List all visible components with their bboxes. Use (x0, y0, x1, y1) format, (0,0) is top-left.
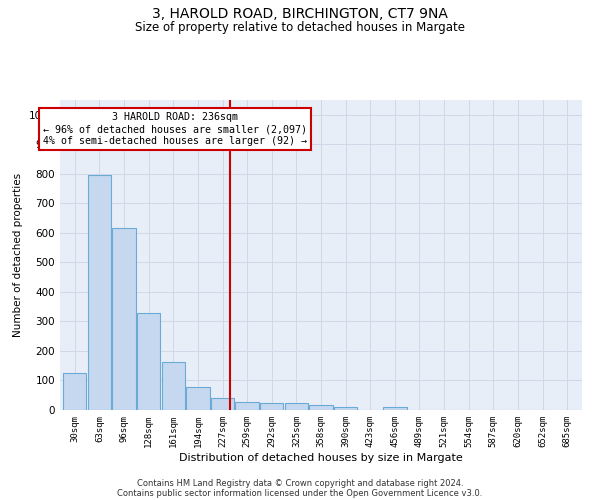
Text: Contains public sector information licensed under the Open Government Licence v3: Contains public sector information licen… (118, 488, 482, 498)
Bar (186, 387, 209, 410)
X-axis label: Distribution of detached houses by size in Margate: Distribution of detached houses by size … (179, 452, 463, 462)
Bar (260, 402, 283, 410)
Text: 3 HAROLD ROAD: 236sqm
← 96% of detached houses are smaller (2,097)
4% of semi-de: 3 HAROLD ROAD: 236sqm ← 96% of detached … (43, 112, 307, 146)
Bar (334, 407, 358, 410)
Text: 3, HAROLD ROAD, BIRCHINGTON, CT7 9NA: 3, HAROLD ROAD, BIRCHINGTON, CT7 9NA (152, 8, 448, 22)
Bar (137, 313, 160, 410)
Bar (284, 402, 308, 410)
Bar (63, 373, 86, 410)
Bar (88, 176, 111, 410)
Bar (235, 402, 259, 410)
Bar (310, 404, 332, 410)
Bar (112, 228, 136, 410)
Bar (383, 407, 407, 410)
Text: Contains HM Land Registry data © Crown copyright and database right 2024.: Contains HM Land Registry data © Crown c… (137, 478, 463, 488)
Bar (211, 398, 234, 410)
Y-axis label: Number of detached properties: Number of detached properties (13, 173, 23, 337)
Text: Size of property relative to detached houses in Margate: Size of property relative to detached ho… (135, 21, 465, 34)
Bar (161, 362, 185, 410)
